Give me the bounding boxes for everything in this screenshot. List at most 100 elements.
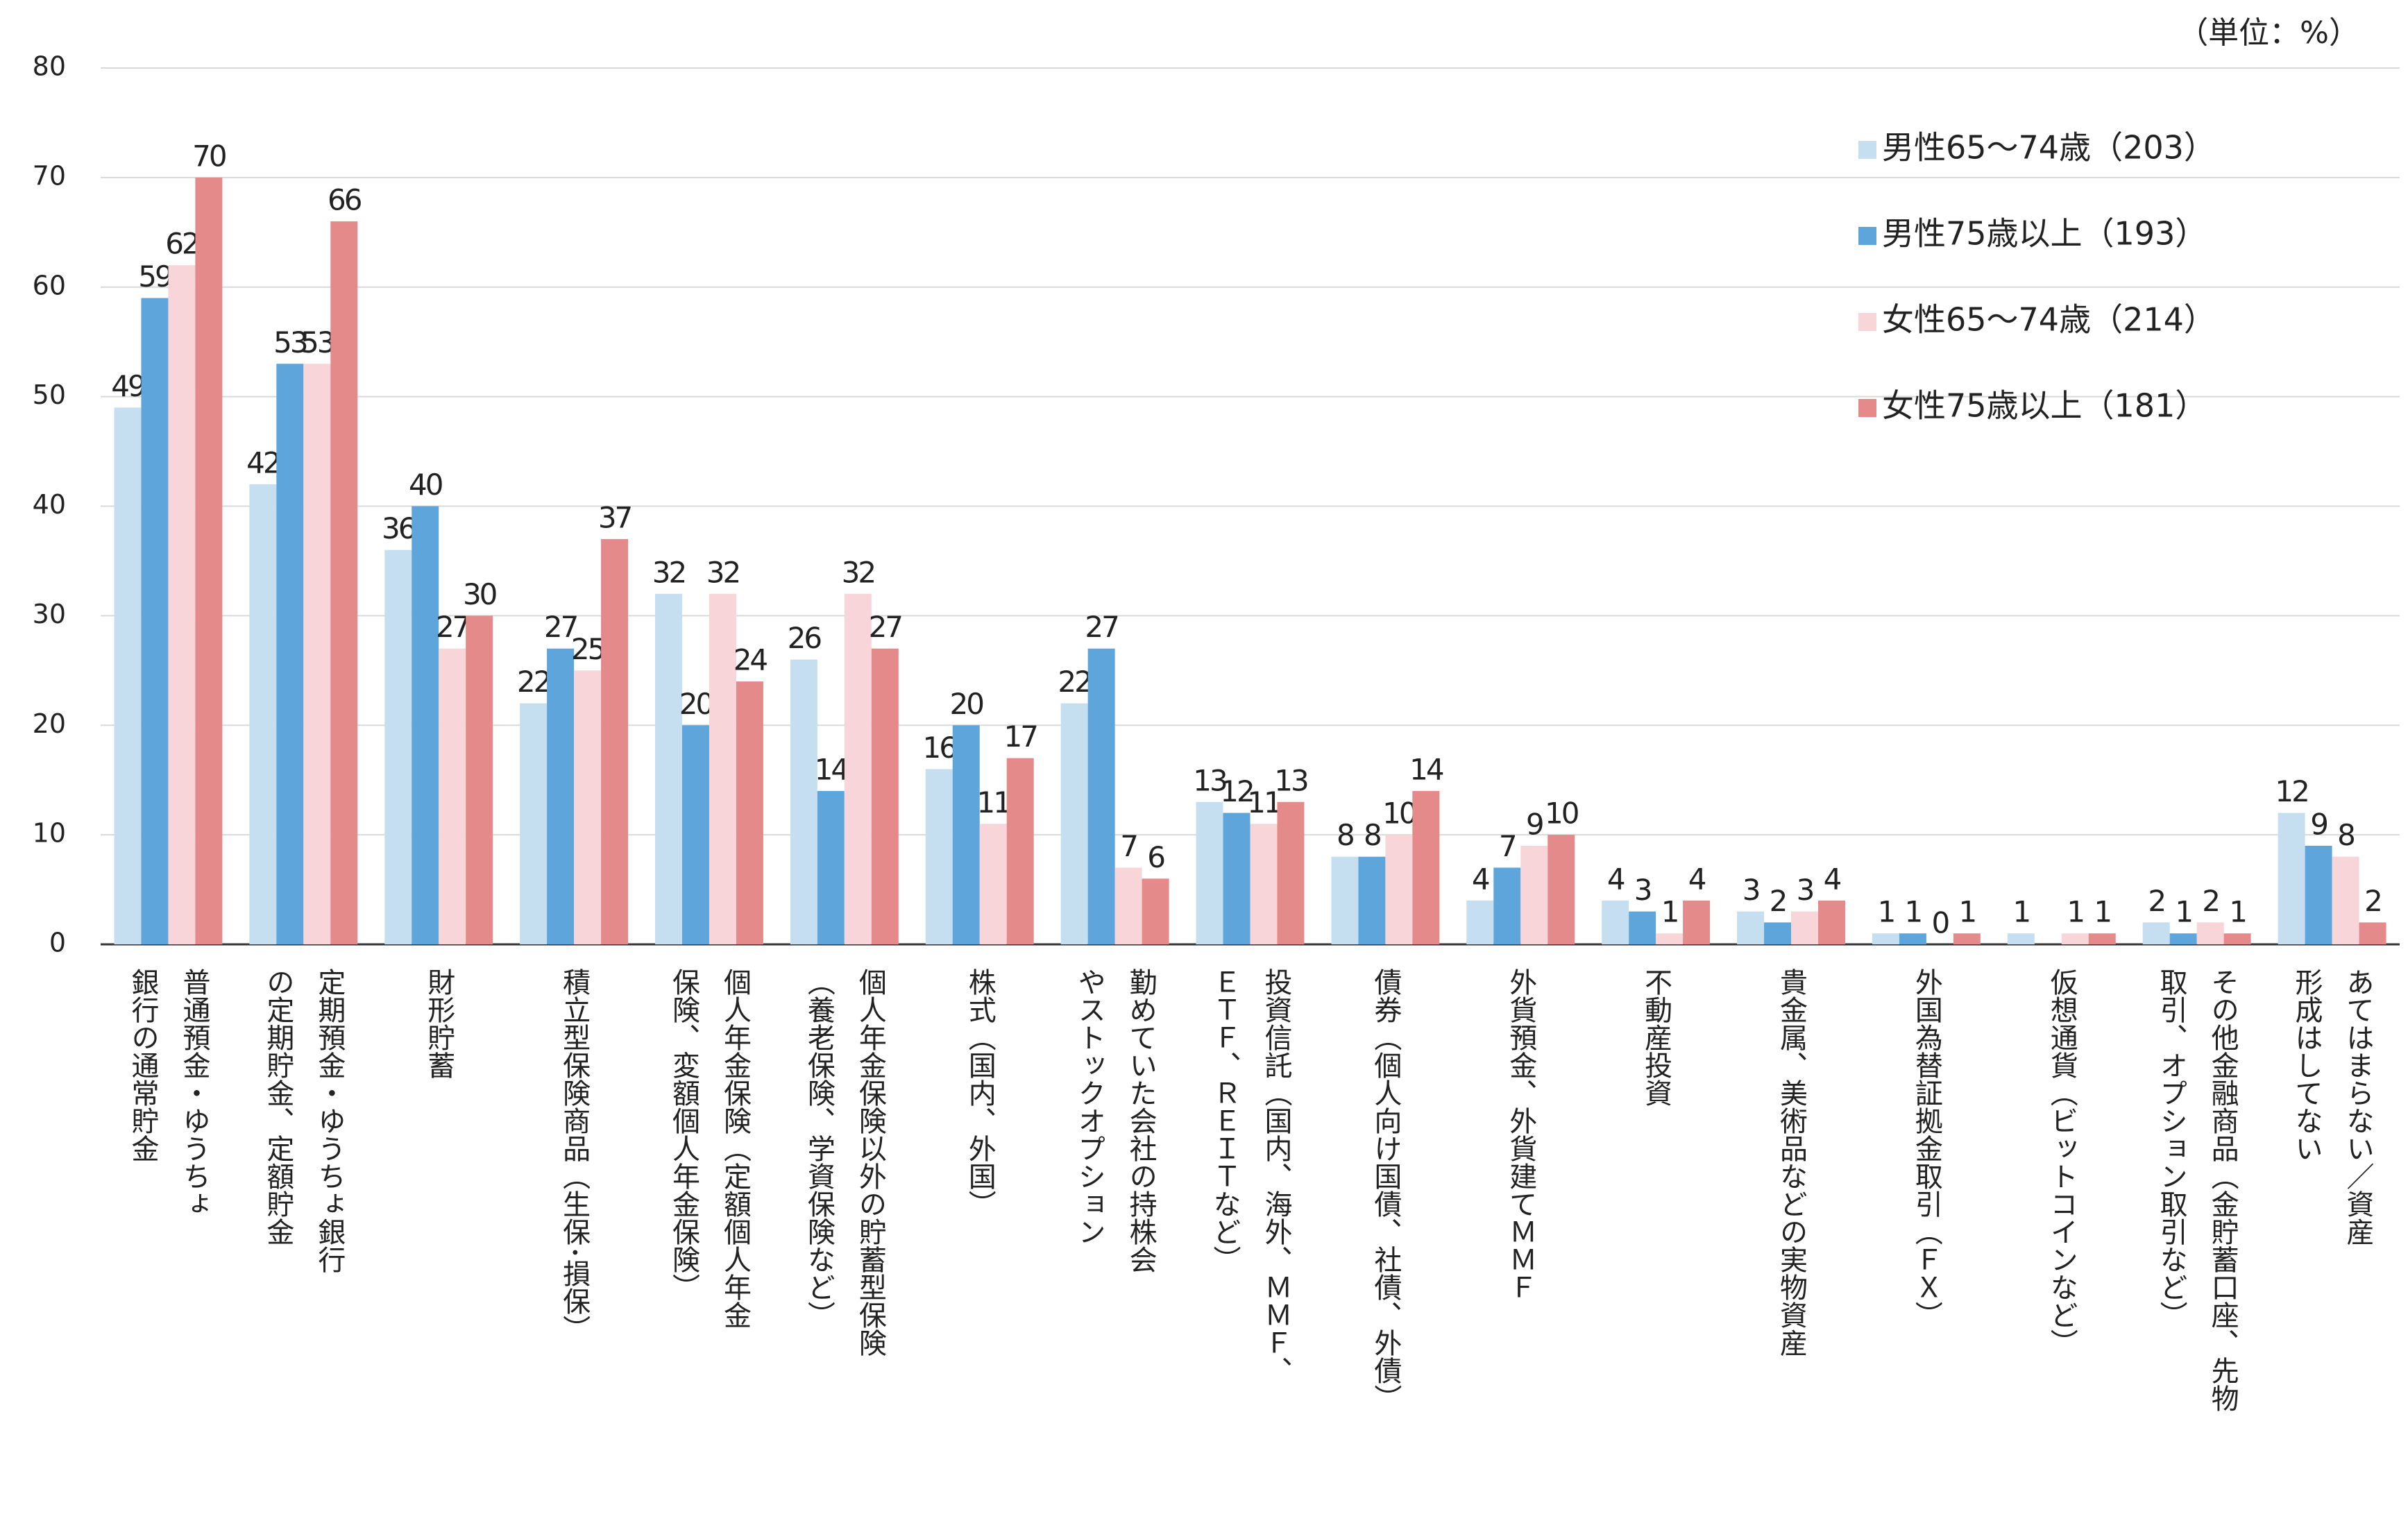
bar — [412, 506, 439, 944]
value-label: 62 — [165, 227, 198, 261]
x-tick-label: 個人年金保険以外の貯蓄型保険 （養老保険、学資保険など） — [793, 968, 896, 1356]
bar — [574, 670, 602, 944]
x-tick-label-line: 銀行の通常貯金 — [126, 968, 159, 1162]
y-tick-label: 80 — [33, 51, 66, 82]
x-tick-label-line: 個人年金保険（定額個人年金 — [718, 968, 751, 1329]
bar — [1683, 900, 1711, 944]
bar — [2007, 933, 2035, 944]
unit-note: （単位：%） — [2178, 15, 2359, 51]
bar — [547, 648, 575, 944]
bar — [871, 648, 899, 944]
value-label: 22 — [517, 665, 550, 699]
bar — [520, 703, 548, 944]
y-tick-label: 20 — [33, 708, 66, 739]
value-label: 13 — [1274, 763, 1307, 797]
value-label: 37 — [598, 500, 631, 534]
x-tick-label-line: 外国為替証拠金取引（ＦＸ） — [1910, 968, 1942, 1329]
x-tick-label-line: 取引、オプション取引など） — [2155, 968, 2187, 1329]
y-tick-label: 70 — [33, 160, 66, 191]
value-label: 1 — [1905, 895, 1922, 929]
value-label: 14 — [1409, 752, 1443, 786]
bar — [2061, 933, 2089, 944]
value-label: 49 — [111, 369, 144, 403]
bar — [2305, 845, 2332, 944]
value-label: 1 — [1661, 895, 1678, 929]
x-tick-label: 投資信託（国内、海外、ＭＭＦ、 ＥＴＦ、ＲＥＩＴなど） — [1199, 968, 1302, 1384]
x-tick-label: 個人年金保険（定額個人年金 保険、変額個人年金保険） — [658, 968, 761, 1329]
bar — [2088, 933, 2116, 944]
x-tick-label-line: 定期預金・ゆうちょ銀行 — [313, 968, 346, 1273]
value-label: 59 — [138, 260, 171, 294]
value-label: 70 — [192, 139, 226, 173]
x-tick-label: 仮想通貨（ビットコインなど） — [2036, 968, 2087, 1356]
x-tick-label: 勤めていた会社の持株会 やストックオプション — [1064, 968, 1167, 1273]
value-label: 40 — [409, 468, 442, 502]
y-tick-label: 50 — [33, 380, 66, 410]
bar — [114, 407, 142, 944]
value-label: 13 — [1193, 763, 1226, 797]
bar — [1953, 933, 1981, 944]
value-label: 1 — [1959, 895, 1976, 929]
value-label: 30 — [463, 577, 496, 611]
bar — [1818, 900, 1845, 944]
value-label: 27 — [436, 610, 469, 644]
bar — [1764, 922, 1792, 944]
value-label: 36 — [382, 511, 416, 545]
bar — [736, 681, 763, 944]
value-label: 12 — [2275, 774, 2307, 808]
bar — [1006, 758, 1034, 944]
bar — [790, 659, 817, 944]
legend-label: 男性65～74歳（203） — [1882, 129, 2216, 167]
value-label: 10 — [1382, 797, 1416, 831]
value-label: 4 — [1824, 862, 1841, 896]
y-tick-label: 60 — [33, 270, 66, 300]
value-label: 1 — [2175, 895, 2191, 929]
value-label: 32 — [652, 555, 685, 589]
value-label: 66 — [328, 183, 362, 217]
legend-label: 男性75歳以上（193） — [1882, 215, 2207, 253]
x-tick-label: あてはまらない／資産 形成はしてない — [2281, 968, 2384, 1245]
x-tick-label-line: 積立型保険商品（生保･損保） — [558, 968, 591, 1343]
x-tick-label-line: 貴金属、美術品などの実物資産 — [1775, 968, 1808, 1356]
bar — [817, 790, 845, 944]
bar — [1331, 856, 1359, 944]
x-tick-label: その他金融商品（金貯蓄口座、先物 取引、オプション取引など） — [2146, 968, 2248, 1412]
value-label: 12 — [1220, 774, 1253, 808]
value-label: 9 — [1526, 807, 1543, 841]
value-label: 1 — [2229, 895, 2246, 929]
x-tick-label-line: 外貨預金、外貨建てＭＭＦ — [1504, 968, 1537, 1301]
bar — [1087, 648, 1115, 944]
bar — [1737, 911, 1765, 944]
x-tick-label-line: 株式（国内、外国） — [963, 968, 996, 1218]
bar — [2359, 922, 2386, 944]
value-label: 7 — [1120, 829, 1137, 863]
value-label: 22 — [1058, 665, 1090, 699]
bar — [168, 265, 196, 944]
y-tick-label: 40 — [33, 489, 66, 520]
bar — [1656, 933, 1684, 944]
bar — [1466, 900, 1494, 944]
value-label: 11 — [1247, 785, 1280, 819]
legend-swatch — [1858, 399, 1876, 417]
value-label: 4 — [1688, 862, 1706, 896]
x-tick-label: 外国為替証拠金取引（ＦＸ） — [1901, 968, 1952, 1329]
x-tick-label-line: 普通預金・ゆうちょ — [178, 968, 210, 1218]
x-tick-label: 財形貯蓄 — [413, 968, 464, 1079]
value-label: 32 — [706, 555, 739, 589]
bar — [303, 364, 331, 944]
value-label: 1 — [1878, 895, 1894, 929]
x-tick-label: 普通預金・ゆうちょ 銀行の通常貯金 — [117, 968, 219, 1218]
value-label: 8 — [1337, 818, 1353, 852]
value-label: 0 — [1932, 906, 1949, 940]
x-tick-label-line: その他金融商品（金貯蓄口座、先物 — [2206, 968, 2239, 1412]
bar — [1250, 824, 1278, 944]
value-label: 3 — [1743, 873, 1759, 907]
bar — [655, 593, 682, 944]
bar — [2142, 922, 2170, 944]
value-label: 2 — [2148, 884, 2164, 918]
value-label: 53 — [273, 325, 307, 359]
value-label: 14 — [815, 752, 849, 786]
value-label: 6 — [1147, 840, 1164, 874]
bar — [1196, 801, 1223, 944]
